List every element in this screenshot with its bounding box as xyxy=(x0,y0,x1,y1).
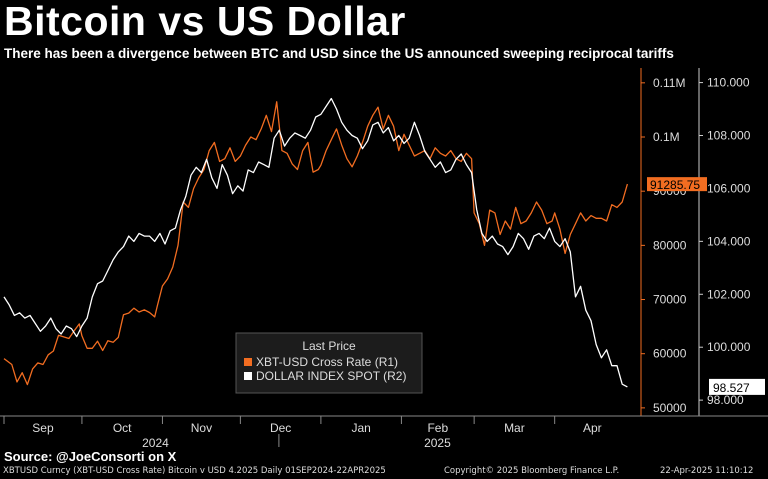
legend-swatch-usd xyxy=(244,372,252,380)
usd-last-value-tag xyxy=(709,378,765,395)
right-axis-tick-label: 100.000 xyxy=(707,340,751,354)
x-axis-month-label: Oct xyxy=(113,421,132,435)
left-axis-tick-label: 0.11M xyxy=(653,76,685,90)
chart-title: Bitcoin vs US Dollar xyxy=(4,0,406,44)
right-axis-tick-label: 110.000 xyxy=(707,76,750,90)
left-axis-tick-label: 60000 xyxy=(653,347,687,361)
btc-last-value-tag xyxy=(647,177,707,192)
right-axis-tick-label: 106.000 xyxy=(707,181,751,195)
left-axis-tick-label: 50000 xyxy=(653,401,687,415)
right-axis-tick-label: 104.000 xyxy=(707,234,751,248)
x-axis-year-label: 2025 xyxy=(424,436,451,448)
legend-label-usd: DOLLAR INDEX SPOT (R2) xyxy=(256,369,406,383)
x-axis-month-label: Mar xyxy=(504,421,525,435)
x-axis-month-label: Sep xyxy=(32,421,54,435)
x-axis-month-label: Jan xyxy=(351,421,370,435)
right-axis-tick-label: 108.000 xyxy=(707,129,751,143)
x-axis-month-label: Nov xyxy=(191,421,212,435)
source-credit: Source: @JoeConsorti on X xyxy=(4,449,177,464)
btc-series-line xyxy=(3,101,629,386)
btc-last-value-label: 91285.75 xyxy=(650,178,700,192)
usd-series-line xyxy=(3,97,628,388)
right-axis-tick-label: 98.000 xyxy=(707,393,744,407)
chart-area: 50000600007000080000900000.1M0.11M98.000… xyxy=(0,68,768,448)
footer-ticker-info: XBTUSD Curncy (XBT-USD Cross Rate) Bitco… xyxy=(3,466,386,476)
legend-label-btc: XBT-USD Cross Rate (R1) xyxy=(256,355,398,369)
left-axis-tick-label: 70000 xyxy=(653,293,687,307)
chart-subtitle: There has been a divergence between BTC … xyxy=(4,46,674,61)
x-axis-month-label: Feb xyxy=(427,421,448,435)
usd-last-value-label: 98.527 xyxy=(713,381,750,395)
left-axis-tick-label: 80000 xyxy=(653,238,687,252)
left-axis-tick-label: 0.1M xyxy=(653,130,680,144)
legend-title: Last Price xyxy=(302,339,356,353)
x-axis-year-label: 2024 xyxy=(142,436,169,448)
legend-box xyxy=(235,332,423,394)
right-axis-tick-label: 102.000 xyxy=(707,287,751,301)
footer-timestamp: 22-Apr-2025 11:10:12 xyxy=(660,466,754,476)
legend-swatch-btc xyxy=(244,358,252,366)
x-axis-month-label: Apr xyxy=(583,421,602,435)
x-axis-month-label: Dec xyxy=(270,421,291,435)
footer-copyright: Copyright© 2025 Bloomberg Finance L.P. xyxy=(444,466,620,476)
